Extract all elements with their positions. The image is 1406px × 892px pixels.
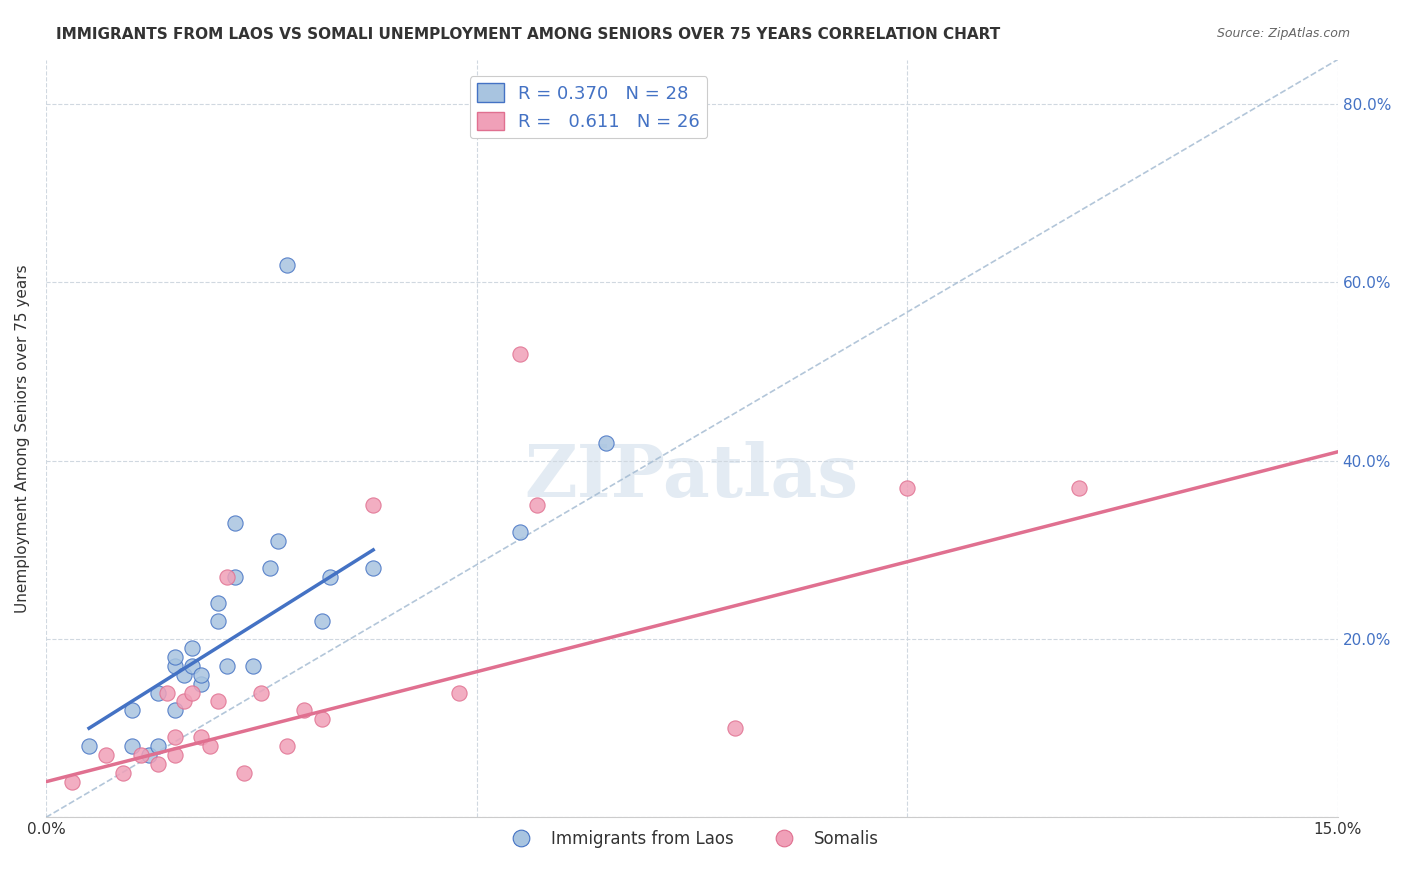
Point [267, 534, 290, 549]
Point [292, 703, 315, 717]
Text: Source: ZipAtlas.com: Source: ZipAtlas.com [1216, 27, 1350, 40]
Point [311, 614, 333, 628]
Point [190, 667, 212, 681]
Point [896, 481, 918, 495]
Point [250, 685, 273, 699]
Point [146, 739, 169, 753]
Point [526, 499, 548, 513]
Legend: Immigrants from Laos, Somalis: Immigrants from Laos, Somalis [498, 823, 886, 855]
Point [224, 516, 246, 531]
Point [173, 694, 195, 708]
Point [207, 614, 229, 628]
Point [207, 694, 229, 708]
Point [509, 525, 531, 540]
Point [112, 765, 135, 780]
Point [224, 569, 246, 583]
Point [242, 658, 264, 673]
Point [215, 569, 238, 583]
Point [724, 721, 747, 735]
Point [181, 685, 204, 699]
Point [361, 499, 384, 513]
Point [311, 712, 333, 726]
Point [146, 756, 169, 771]
Point [121, 739, 143, 753]
Point [146, 685, 169, 699]
Point [121, 703, 143, 717]
Point [319, 569, 342, 583]
Point [165, 747, 187, 762]
Point [207, 596, 229, 610]
Point [198, 739, 221, 753]
Point [233, 765, 256, 780]
Point [173, 667, 195, 681]
Point [77, 739, 100, 753]
Point [60, 774, 83, 789]
Text: ZIPatlas: ZIPatlas [524, 441, 859, 512]
Point [361, 560, 384, 574]
Point [129, 747, 152, 762]
Point [155, 685, 177, 699]
Point [190, 730, 212, 744]
Point [276, 258, 298, 272]
Text: IMMIGRANTS FROM LAOS VS SOMALI UNEMPLOYMENT AMONG SENIORS OVER 75 YEARS CORRELAT: IMMIGRANTS FROM LAOS VS SOMALI UNEMPLOYM… [56, 27, 1001, 42]
Point [1069, 481, 1091, 495]
Point [449, 685, 471, 699]
Point [165, 730, 187, 744]
Y-axis label: Unemployment Among Seniors over 75 years: Unemployment Among Seniors over 75 years [15, 264, 30, 613]
Point [259, 560, 281, 574]
Point [165, 658, 187, 673]
Point [138, 747, 160, 762]
Point [215, 658, 238, 673]
Point [165, 703, 187, 717]
Point [165, 649, 187, 664]
Point [595, 436, 617, 450]
Point [181, 658, 204, 673]
Point [190, 676, 212, 690]
Point [181, 640, 204, 655]
Point [509, 347, 531, 361]
Point [96, 747, 118, 762]
Point [276, 739, 298, 753]
